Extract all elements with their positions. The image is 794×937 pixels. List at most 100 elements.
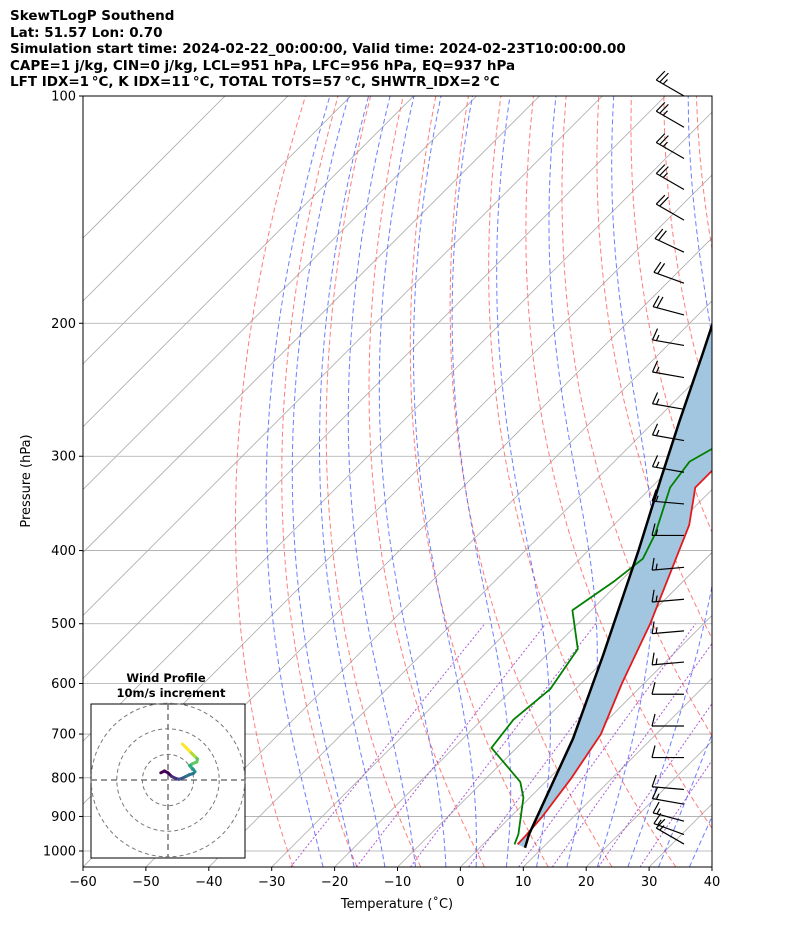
- isotherm: [208, 363, 712, 867]
- isotherm: [145, 300, 712, 867]
- dry-adiabat: [235, 96, 306, 867]
- mixing-ratio-line: [551, 642, 712, 867]
- wind-barb: [651, 489, 685, 505]
- moist-adiabat: [347, 96, 416, 867]
- x-tick-label: 10: [515, 875, 532, 890]
- x-axis: −60 −50 −40 −30 −20 −10 0 10 20 30 40: [69, 867, 720, 890]
- mixing-ratio-line: [355, 623, 547, 867]
- dewpoint-line: [490, 447, 712, 845]
- dry-adiabat: [561, 96, 712, 737]
- isotherm: [83, 111, 712, 742]
- x-tick-label: −60: [69, 875, 96, 890]
- wind-barb: [653, 261, 685, 284]
- dry-adiabat: [525, 96, 712, 829]
- mixing-ratio-line: [290, 623, 486, 867]
- wind-barb: [655, 70, 685, 97]
- isotherm: [83, 96, 414, 428]
- dry-adiabat: [368, 96, 485, 867]
- y-axis-label: Pressure (hPa): [19, 434, 34, 527]
- wind-barb: [651, 682, 684, 695]
- isotherm: [711, 866, 712, 867]
- wind-barb: [655, 164, 685, 191]
- moist-adiabat: [596, 96, 655, 867]
- wind-barb: [651, 328, 685, 347]
- x-tick-label: −50: [132, 875, 159, 890]
- wind-barb: [651, 360, 685, 379]
- wind-barb: [655, 818, 685, 845]
- wind-barb: [655, 194, 685, 221]
- wind-barb: [651, 787, 685, 805]
- dry-adiabat: [281, 96, 358, 867]
- y-tick-label: 800: [51, 771, 76, 786]
- wind-barb: [651, 652, 685, 666]
- wind-barb: [651, 423, 685, 442]
- chart-header: SkewTLogP Southend Lat: 51.57 Lon: 0.70 …: [10, 8, 626, 91]
- y-tick-label: 200: [51, 317, 76, 332]
- mixing-ratio-line: [468, 623, 650, 867]
- y-axis: 100 200 300 400 500 600 700 800 900 1000: [43, 90, 83, 860]
- x-tick-label: 30: [641, 875, 658, 890]
- wind-barb: [652, 295, 685, 316]
- wind-barb: [651, 774, 685, 791]
- x-tick-label: −10: [384, 875, 411, 890]
- moist-adiabat: [627, 96, 712, 867]
- wind-barb: [654, 228, 685, 253]
- isotherm: [83, 96, 540, 554]
- isotherm: [83, 96, 226, 239]
- wind-barb: [651, 713, 684, 727]
- y-tick-label: 300: [51, 450, 76, 465]
- x-tick-label: −30: [258, 875, 285, 890]
- dry-adiabat: [488, 96, 677, 867]
- moist-adiabat: [378, 96, 447, 867]
- mixing-ratio-line: [597, 702, 712, 867]
- wind-barb: [651, 621, 685, 635]
- isotherm: [83, 96, 603, 616]
- x-tick-label: 20: [578, 875, 595, 890]
- wind-barb: [652, 801, 685, 822]
- wind-barb: [655, 133, 685, 160]
- x-tick-label: −40: [195, 875, 222, 890]
- isotherm: [460, 614, 712, 867]
- isotherm: [83, 96, 352, 365]
- moist-adiabat: [412, 96, 477, 867]
- dry-adiabat: [729, 96, 794, 867]
- wind-barb: [655, 101, 685, 128]
- profiles: [490, 321, 712, 849]
- wind-barb: [651, 745, 684, 759]
- wind-barb: [651, 589, 685, 603]
- wind-barb: [651, 392, 685, 410]
- dry-adiabat: [409, 96, 549, 867]
- wind-barb: [651, 523, 684, 537]
- dry-adiabat: [762, 96, 794, 867]
- hodograph: [90, 702, 246, 858]
- moist-adiabat: [496, 96, 551, 867]
- chart-title: SkewTLogP Southend: [10, 8, 175, 24]
- dry-adiabat: [325, 96, 422, 867]
- moist-adiabat: [658, 732, 712, 867]
- y-tick-label: 1000: [43, 845, 76, 860]
- mixing-ratio-line: [639, 759, 712, 867]
- isotherm: [83, 96, 289, 302]
- dry-adiabat: [449, 96, 613, 867]
- wind-barb: [651, 455, 685, 473]
- background-lines: [83, 79, 794, 867]
- hodograph-segment: [180, 742, 188, 750]
- x-tick-label: 40: [704, 875, 721, 890]
- isotherm: [83, 96, 477, 491]
- moist-adiabat: [319, 96, 386, 867]
- isotherm: [334, 489, 712, 867]
- location-line: Lat: 51.57 Lon: 0.70: [10, 24, 163, 41]
- isotherm: [271, 426, 712, 867]
- isotherm: [523, 677, 712, 867]
- x-tick-label: −20: [321, 875, 348, 890]
- dry-adiabat: [596, 96, 712, 640]
- wind-profile-inset: Wind Profile 10m/s increment: [90, 671, 246, 859]
- moist-adiabat: [720, 79, 794, 867]
- y-tick-label: 700: [51, 728, 76, 743]
- x-tick-label: 0: [456, 875, 464, 890]
- mixing-ratio-line: [409, 623, 597, 867]
- mixing-ratio-line: [518, 623, 697, 867]
- y-tick-label: 100: [51, 90, 76, 105]
- y-tick-label: 900: [51, 810, 76, 825]
